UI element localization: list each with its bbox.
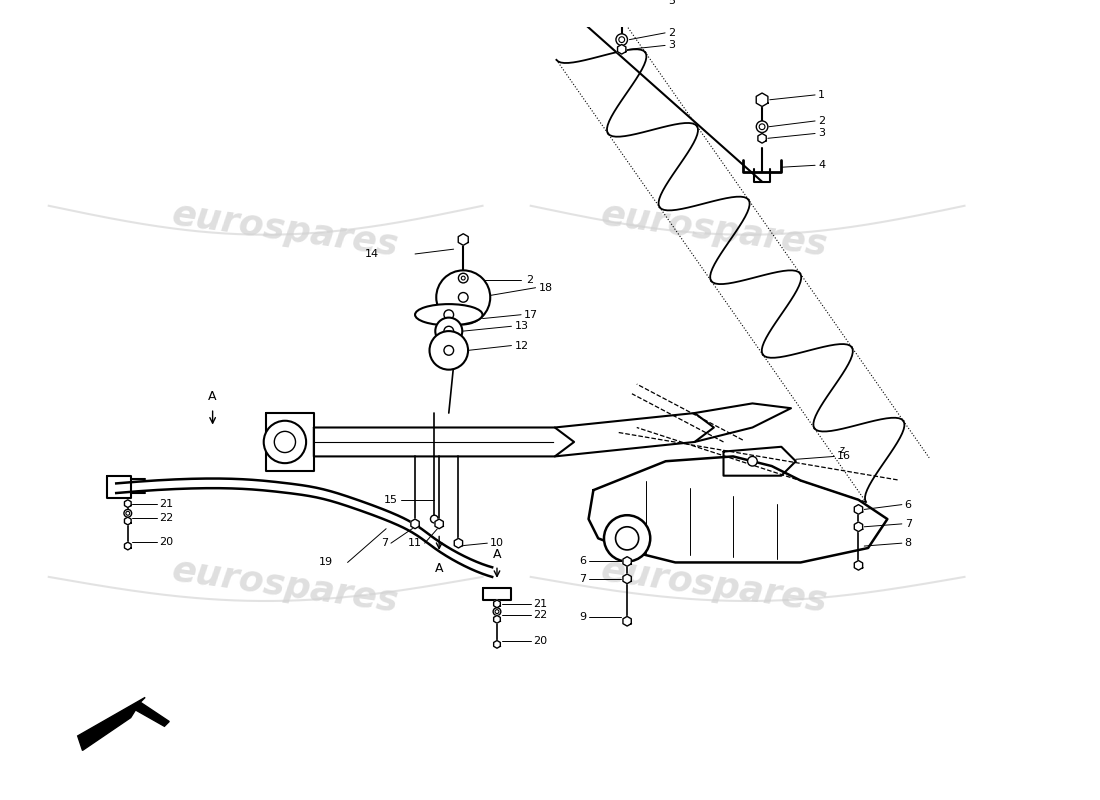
Text: 20: 20	[532, 635, 547, 646]
Text: 15: 15	[384, 494, 398, 505]
Circle shape	[757, 121, 768, 133]
Circle shape	[495, 610, 499, 614]
Text: A: A	[434, 562, 443, 575]
Circle shape	[429, 331, 469, 370]
Text: 4: 4	[818, 160, 825, 170]
Circle shape	[444, 346, 453, 355]
Polygon shape	[314, 427, 574, 457]
Polygon shape	[855, 522, 862, 531]
Text: z: z	[839, 445, 844, 454]
Text: A: A	[208, 390, 217, 403]
Text: 16: 16	[837, 451, 851, 462]
Polygon shape	[494, 641, 501, 648]
Text: eurospares: eurospares	[169, 197, 400, 262]
Text: 6: 6	[904, 500, 912, 510]
Text: 2: 2	[526, 275, 534, 285]
Text: 6: 6	[580, 557, 586, 566]
Circle shape	[616, 526, 639, 550]
Text: 7: 7	[904, 519, 912, 529]
Circle shape	[619, 37, 625, 42]
Polygon shape	[617, 45, 626, 54]
Text: eurospares: eurospares	[598, 197, 829, 262]
Polygon shape	[124, 517, 131, 525]
Ellipse shape	[415, 304, 483, 326]
Circle shape	[616, 34, 627, 46]
Polygon shape	[124, 500, 131, 507]
Text: 17: 17	[524, 310, 538, 320]
Text: 18: 18	[538, 282, 552, 293]
Polygon shape	[554, 413, 714, 457]
Polygon shape	[434, 519, 443, 529]
Circle shape	[493, 608, 500, 615]
Circle shape	[759, 124, 764, 130]
Circle shape	[430, 515, 438, 523]
Polygon shape	[494, 600, 501, 608]
Circle shape	[604, 515, 650, 562]
Text: A: A	[493, 549, 502, 562]
Polygon shape	[483, 587, 512, 600]
Text: 10: 10	[491, 538, 504, 548]
Polygon shape	[107, 476, 131, 498]
Polygon shape	[623, 557, 631, 566]
Circle shape	[444, 326, 453, 336]
Text: 2: 2	[668, 28, 675, 38]
Text: 11: 11	[408, 538, 421, 548]
Text: 7: 7	[580, 574, 586, 584]
Polygon shape	[855, 561, 862, 570]
Text: 12: 12	[515, 341, 528, 350]
Text: 9: 9	[580, 612, 586, 622]
Polygon shape	[265, 413, 313, 471]
Text: 22: 22	[158, 513, 173, 523]
Circle shape	[748, 457, 757, 466]
Text: 3: 3	[668, 41, 675, 50]
Polygon shape	[724, 446, 795, 476]
Text: 22: 22	[532, 610, 547, 621]
Text: 13: 13	[515, 322, 528, 331]
Circle shape	[274, 431, 296, 453]
Polygon shape	[623, 617, 631, 626]
Polygon shape	[758, 134, 767, 143]
Polygon shape	[623, 574, 631, 584]
Polygon shape	[616, 2, 628, 15]
Circle shape	[436, 318, 462, 345]
Polygon shape	[855, 505, 862, 514]
Circle shape	[461, 276, 465, 280]
Polygon shape	[454, 538, 463, 548]
Text: 8: 8	[904, 538, 912, 548]
Text: 19: 19	[319, 558, 333, 567]
Text: 1: 1	[818, 90, 825, 100]
Circle shape	[459, 293, 469, 302]
Text: 2: 2	[818, 116, 825, 126]
Polygon shape	[588, 457, 888, 562]
Circle shape	[264, 421, 306, 463]
Text: eurospares: eurospares	[169, 554, 400, 619]
Text: 20: 20	[158, 538, 173, 547]
Text: 14: 14	[364, 249, 378, 259]
Polygon shape	[459, 234, 469, 246]
Polygon shape	[494, 615, 501, 623]
Circle shape	[437, 270, 491, 324]
Text: eurospares: eurospares	[598, 554, 829, 619]
Text: 7: 7	[381, 538, 388, 548]
Circle shape	[459, 274, 469, 283]
Polygon shape	[78, 698, 169, 750]
Text: 21: 21	[158, 498, 173, 509]
Polygon shape	[694, 403, 791, 442]
Text: 3: 3	[818, 129, 825, 138]
Polygon shape	[411, 519, 419, 529]
Circle shape	[444, 310, 453, 319]
Circle shape	[125, 511, 130, 515]
Polygon shape	[756, 93, 768, 106]
Text: 21: 21	[532, 599, 547, 609]
Polygon shape	[124, 542, 131, 550]
Text: 5: 5	[668, 0, 675, 6]
Circle shape	[124, 510, 132, 517]
